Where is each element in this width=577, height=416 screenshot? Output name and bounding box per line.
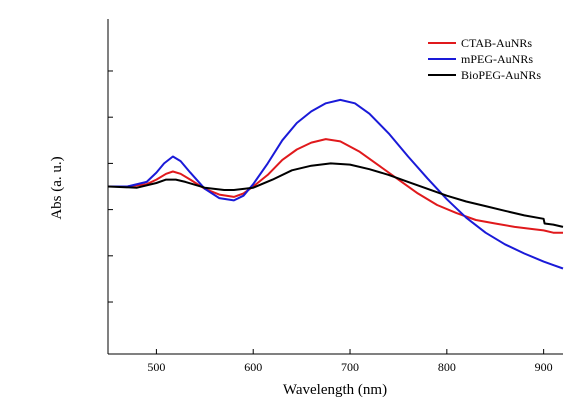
y-axis-title: Abs (a. u.) (49, 156, 65, 219)
x-tick-label-900: 900 (535, 360, 553, 374)
legend-item-ctab: CTAB-AuNRs (428, 36, 532, 50)
series-line-biopeg-aunrs (107, 162, 564, 228)
legend-item-mpeg: mPEG-AuNRs (428, 52, 533, 66)
x-tick-label-700: 700 (341, 360, 359, 374)
x-axis-ticks: 500 600 700 800 900 (147, 349, 553, 374)
x-tick-label-600: 600 (244, 360, 262, 374)
legend-label-ctab: CTAB-AuNRs (461, 36, 532, 50)
y-axis-ticks (108, 70, 113, 303)
x-axis-title: Wavelength (nm) (283, 382, 387, 398)
series-line-ctab-aunrs (108, 138, 563, 234)
x-tick-label-500: 500 (147, 360, 165, 374)
legend: CTAB-AuNRs mPEG-AuNRs BioPEG-AuNRs (428, 36, 541, 82)
series-layer (107, 98, 564, 270)
series-line-mpeg-aunrs (108, 98, 564, 270)
legend-label-biopeg: BioPEG-AuNRs (461, 68, 541, 82)
legend-item-biopeg: BioPEG-AuNRs (428, 68, 541, 82)
x-tick-label-800: 800 (438, 360, 456, 374)
legend-label-mpeg: mPEG-AuNRs (461, 52, 533, 66)
